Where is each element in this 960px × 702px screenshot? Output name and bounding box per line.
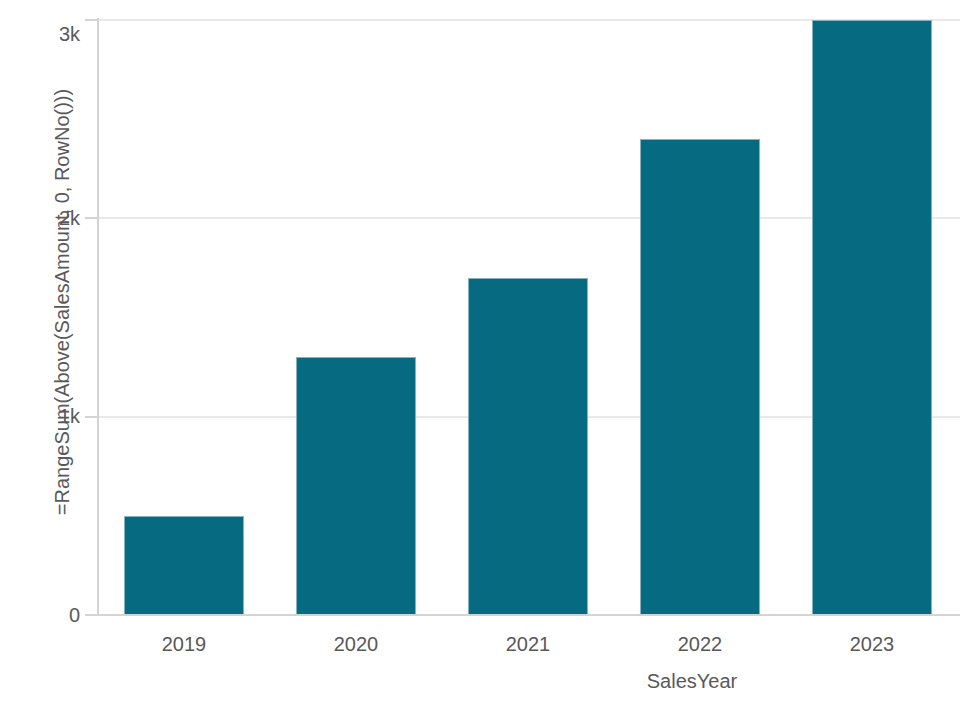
x-tick-label: 2022 bbox=[640, 633, 760, 656]
y-tick-label: 2k bbox=[20, 207, 80, 230]
x-tick-label: 2021 bbox=[468, 633, 588, 656]
bar-2023[interactable] bbox=[812, 20, 932, 615]
y-tick-label: 0 bbox=[20, 604, 80, 627]
x-axis-line bbox=[85, 614, 960, 616]
bar-2020[interactable] bbox=[296, 357, 416, 615]
x-tick-label: 2019 bbox=[124, 633, 244, 656]
y-tick-label: 1k bbox=[20, 405, 80, 428]
y-axis-line bbox=[97, 18, 99, 615]
bar-2021[interactable] bbox=[468, 278, 588, 615]
y-axis-title: =RangeSum(Above(SalesAmount, 0, RowNo())… bbox=[51, 89, 74, 515]
bar-2019[interactable] bbox=[124, 516, 244, 615]
bar-2022[interactable] bbox=[640, 139, 760, 615]
x-axis-title: SalesYear bbox=[647, 670, 737, 693]
bar-chart: =RangeSum(Above(SalesAmount, 0, RowNo())… bbox=[0, 0, 960, 702]
x-tick-label: 2020 bbox=[296, 633, 416, 656]
x-tick-label: 2023 bbox=[812, 633, 932, 656]
y-tick-label: 3k bbox=[20, 23, 80, 46]
